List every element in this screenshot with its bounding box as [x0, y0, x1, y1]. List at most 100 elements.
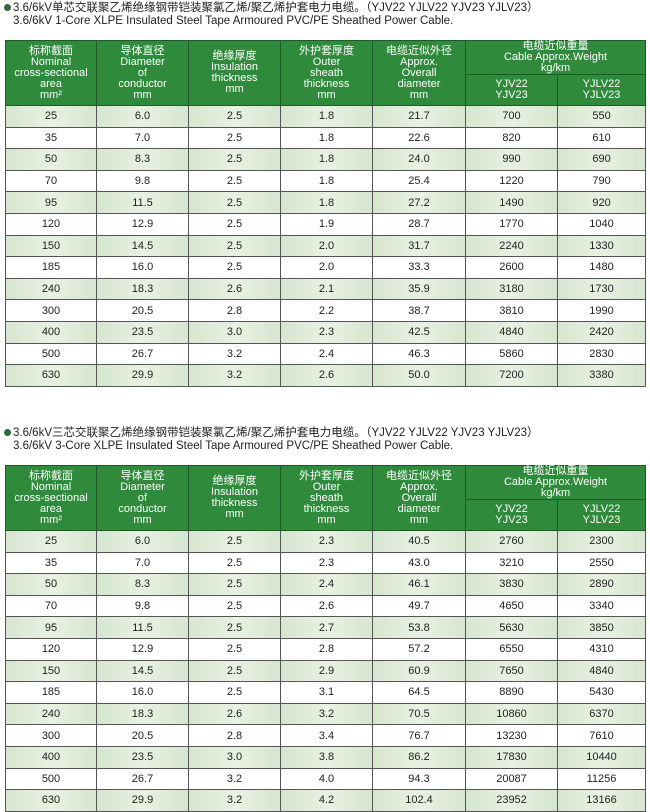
header-text: mm [317, 513, 336, 526]
table-cell: 2.5 [188, 169, 281, 193]
table-cell: 2.5 [188, 530, 281, 553]
table-cell: 2.5 [188, 616, 281, 639]
header-text: thickness [211, 497, 258, 509]
table-row: 630 29.9 3.2 2.6 50.0 7200 3380 [5, 364, 647, 387]
table-cell: 120 [5, 212, 97, 236]
table-cell: 2.5 [188, 573, 281, 596]
table-cell: 1.8 [280, 148, 373, 171]
table-cell: 70 [5, 169, 97, 193]
header-col2: 导体直径 Diameter of conductor mm [96, 465, 189, 531]
table-cell: 3.0 [188, 745, 281, 769]
table-cell: 4650 [465, 594, 558, 618]
table-row: 35 7.0 2.5 1.8 22.6 820 610 [5, 126, 647, 150]
table-cell: 86.2 [372, 745, 466, 769]
table-row: 150 14.5 2.5 2.9 60.9 7650 4840 [5, 659, 647, 683]
table-cell: 6.0 [96, 105, 189, 128]
table-cell: 2.5 [188, 234, 281, 258]
header-text: of [137, 66, 148, 79]
header-text: YJLV23 [582, 89, 621, 101]
header-text: thickness [303, 502, 350, 515]
table-cell: 2.3 [280, 530, 373, 553]
table-cell: 2.8 [188, 724, 281, 747]
header-text: 绝缘厚度 [212, 50, 257, 62]
table-cell: 2.1 [280, 277, 373, 301]
header-col4: 外护套厚度 Outer sheath thickness mm [280, 40, 373, 106]
header-text: conductor [118, 77, 167, 90]
table-cell: 2.0 [280, 256, 373, 279]
header-col5: 电缆近似外径 Approx. Overall diameter mm [372, 465, 466, 531]
table2-title-en: 3.6/6kV 3-Core XLPE Insulated Steel Tape… [13, 440, 454, 452]
table-cell: 1990 [556, 299, 647, 322]
header-text: Approx. [400, 55, 438, 68]
table-header: 标称截面 Nominal cross-sectional area mm² 导体直径 Dia… [5, 465, 647, 531]
table2-title: 3.6/6kV三芯交联聚乙烯绝缘钢带铠装聚氯乙烯/聚乙烯护套电力电缆。（YJV2… [4, 427, 539, 453]
table-cell: 7.0 [96, 126, 189, 150]
header-text: Overall [401, 66, 437, 79]
table-cell: 2890 [556, 573, 647, 596]
table-cell: 3.2 [188, 364, 281, 387]
table-cell: 2.3 [280, 320, 373, 344]
table-cell: 240 [5, 702, 97, 726]
table-cell: 14.5 [96, 234, 189, 258]
table-cell: 1220 [465, 169, 558, 193]
table-cell: 2.8 [280, 637, 373, 661]
header-text: area [39, 502, 63, 515]
table-cell: 700 [465, 105, 558, 128]
header-text: 导体直径 [120, 44, 165, 57]
table-row: 25 6.0 2.5 1.8 21.7 700 550 [5, 105, 647, 128]
table-cell: 1.8 [280, 126, 373, 150]
table-cell: 1770 [465, 212, 558, 236]
table-cell: 17830 [465, 745, 558, 769]
header-text: kg/km [540, 62, 571, 74]
header-text: 绝缘厚度 [212, 475, 257, 487]
header-text: mm [225, 508, 244, 520]
table-cell: 3830 [465, 573, 558, 596]
table-cell: 300 [5, 724, 97, 747]
header-text: mm [225, 83, 244, 95]
table-cell: 18.3 [96, 702, 189, 726]
table-cell: 24.0 [372, 148, 466, 171]
table-cell: 120 [5, 637, 97, 661]
table-cell: 8.3 [96, 573, 189, 596]
table-cell: 31.7 [372, 234, 466, 258]
table-row: 630 29.9 3.2 4.2 102.4 23952 13166 [5, 789, 647, 812]
header-text: Diameter [120, 480, 165, 493]
table-cell: 33.3 [372, 256, 466, 279]
table-cell: 38.7 [372, 299, 466, 322]
table-cell: 3.2 [188, 767, 281, 791]
table-cell: 3340 [556, 594, 647, 618]
table-cell: 2.3 [280, 551, 373, 575]
header-col1: 标称截面 Nominal cross-sectional area mm² [5, 40, 97, 106]
table-cell: 630 [5, 364, 97, 387]
header-weight: 电缆近似重量 Cable Approx.Weight kg/km [464, 40, 647, 75]
table-cell: 185 [5, 681, 97, 704]
table-cell: 2.5 [188, 659, 281, 683]
table-cell: 27.2 [372, 191, 466, 214]
table-cell: 150 [5, 234, 97, 258]
table-cell: 23952 [465, 789, 558, 812]
header-text: diameter [397, 77, 441, 90]
header-text: 标称截面 [29, 469, 73, 482]
table-cell: 40.5 [372, 530, 466, 553]
table-cell: 185 [5, 256, 97, 279]
table-row: 185 16.0 2.5 3.1 64.5 8890 5430 [5, 681, 647, 704]
header-text: area [39, 77, 63, 90]
table-body: 25 6.0 2.5 1.8 21.7 700 550 35 7.0 2.5 1.8 22.6 820 6… [5, 105, 647, 387]
table-cell: 70.5 [372, 702, 466, 726]
table-cell: 35.9 [372, 277, 466, 301]
table-cell: 26.7 [96, 342, 189, 366]
table-cell: 7650 [465, 659, 558, 683]
header-text: mm² [40, 513, 62, 526]
table-cell: 8.3 [96, 148, 189, 171]
table-cell: 3180 [465, 277, 558, 301]
table-cell: 95 [5, 191, 97, 214]
table-cell: 2.5 [188, 126, 281, 150]
table-cell: 8890 [465, 681, 558, 704]
table-cell: 6370 [556, 702, 647, 726]
table-row: 50 8.3 2.5 1.8 24.0 990 690 [5, 148, 647, 171]
table-cell: 50.0 [372, 364, 466, 387]
table-row: 95 11.5 2.5 1.8 27.2 1490 920 [5, 191, 647, 214]
table-cell: 21.7 [372, 105, 466, 128]
table-cell: 57.2 [372, 637, 466, 661]
header-sub2: YJLV22 YJLV23 [556, 74, 647, 106]
